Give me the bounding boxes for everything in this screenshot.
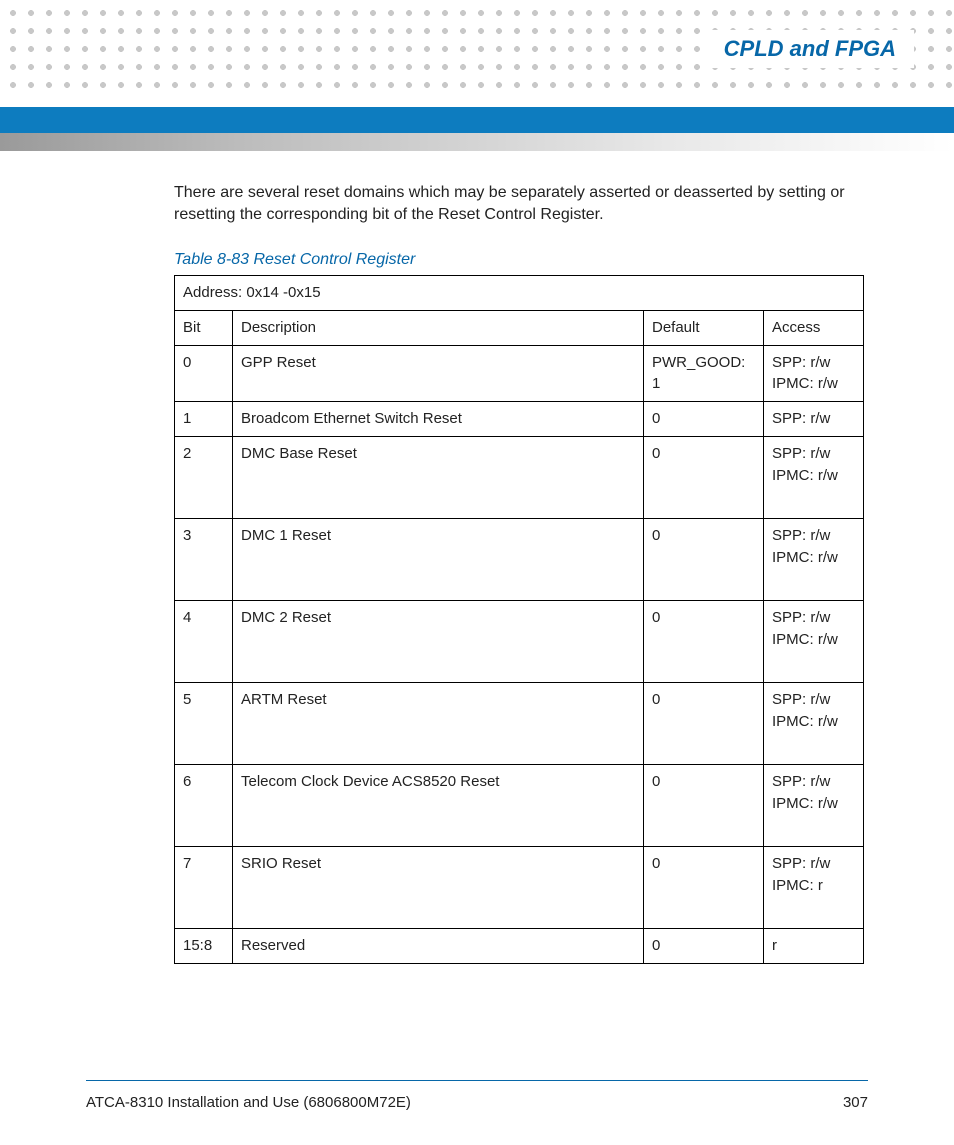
intro-paragraph: There are several reset domains which ma… xyxy=(174,182,864,225)
page-content: There are several reset domains which ma… xyxy=(174,182,864,964)
header-title-container: CPLD and FPGA xyxy=(706,30,914,68)
cell-description: DMC Base Reset xyxy=(233,436,644,518)
cell-bit: 7 xyxy=(175,846,233,928)
cell-default: 0 xyxy=(644,846,764,928)
cell-bit: 2 xyxy=(175,436,233,518)
cell-default: 0 xyxy=(644,436,764,518)
page-footer: ATCA-8310 Installation and Use (6806800M… xyxy=(86,1094,868,1111)
header-title: CPLD and FPGA xyxy=(724,36,896,61)
table-row: 1Broadcom Ethernet Switch Reset0SPP: r/w xyxy=(175,402,864,437)
cell-access: SPP: r/w xyxy=(764,402,864,437)
table-row: 5ARTM Reset0SPP: r/wIPMC: r/w xyxy=(175,682,864,764)
cell-description: GPP Reset xyxy=(233,345,644,402)
table-row: 15:8Reserved0r xyxy=(175,928,864,963)
cell-bit: 0 xyxy=(175,345,233,402)
cell-access: r xyxy=(764,928,864,963)
table-row: 7SRIO Reset0SPP: r/wIPMC: r xyxy=(175,846,864,928)
cell-default: 0 xyxy=(644,928,764,963)
cell-default: 0 xyxy=(644,402,764,437)
footer-divider xyxy=(86,1080,868,1081)
cell-bit: 5 xyxy=(175,682,233,764)
cell-access: SPP: r/wIPMC: r/w xyxy=(764,345,864,402)
cell-description: SRIO Reset xyxy=(233,846,644,928)
cell-access: SPP: r/wIPMC: r/w xyxy=(764,518,864,600)
header-gradient-strip xyxy=(0,133,954,151)
cell-default: 0 xyxy=(644,518,764,600)
cell-description: DMC 1 Reset xyxy=(233,518,644,600)
col-header-bit: Bit xyxy=(175,310,233,345)
table-row: 3DMC 1 Reset0SPP: r/wIPMC: r/w xyxy=(175,518,864,600)
header-blue-bar xyxy=(0,107,954,133)
reset-control-register-table: Address: 0x14 -0x15 Bit Description Defa… xyxy=(174,275,864,964)
cell-description: Reserved xyxy=(233,928,644,963)
cell-default: 0 xyxy=(644,764,764,846)
cell-access: SPP: r/wIPMC: r/w xyxy=(764,682,864,764)
cell-access: SPP: r/wIPMC: r xyxy=(764,846,864,928)
table-address-row: Address: 0x14 -0x15 xyxy=(175,276,864,311)
table-row: 6Telecom Clock Device ACS8520 Reset0SPP:… xyxy=(175,764,864,846)
footer-doc-title: ATCA-8310 Installation and Use (6806800M… xyxy=(86,1094,411,1111)
col-header-description: Description xyxy=(233,310,644,345)
cell-access: SPP: r/wIPMC: r/w xyxy=(764,764,864,846)
col-header-default: Default xyxy=(644,310,764,345)
col-header-access: Access xyxy=(764,310,864,345)
table-caption: Table 8-83 Reset Control Register xyxy=(174,251,864,269)
table-address-cell: Address: 0x14 -0x15 xyxy=(175,276,864,311)
cell-bit: 15:8 xyxy=(175,928,233,963)
cell-description: Telecom Clock Device ACS8520 Reset xyxy=(233,764,644,846)
cell-access: SPP: r/wIPMC: r/w xyxy=(764,436,864,518)
cell-bit: 4 xyxy=(175,600,233,682)
cell-description: ARTM Reset xyxy=(233,682,644,764)
cell-bit: 3 xyxy=(175,518,233,600)
cell-description: DMC 2 Reset xyxy=(233,600,644,682)
table-row: 2DMC Base Reset0SPP: r/wIPMC: r/w xyxy=(175,436,864,518)
cell-access: SPP: r/wIPMC: r/w xyxy=(764,600,864,682)
cell-default: 0 xyxy=(644,600,764,682)
table-row: 0GPP ResetPWR_GOOD: 1SPP: r/wIPMC: r/w xyxy=(175,345,864,402)
cell-default: 0 xyxy=(644,682,764,764)
cell-bit: 6 xyxy=(175,764,233,846)
table-header-row: Bit Description Default Access xyxy=(175,310,864,345)
cell-default: PWR_GOOD: 1 xyxy=(644,345,764,402)
cell-description: Broadcom Ethernet Switch Reset xyxy=(233,402,644,437)
footer-page-number: 307 xyxy=(843,1094,868,1111)
cell-bit: 1 xyxy=(175,402,233,437)
table-row: 4DMC 2 Reset0SPP: r/wIPMC: r/w xyxy=(175,600,864,682)
